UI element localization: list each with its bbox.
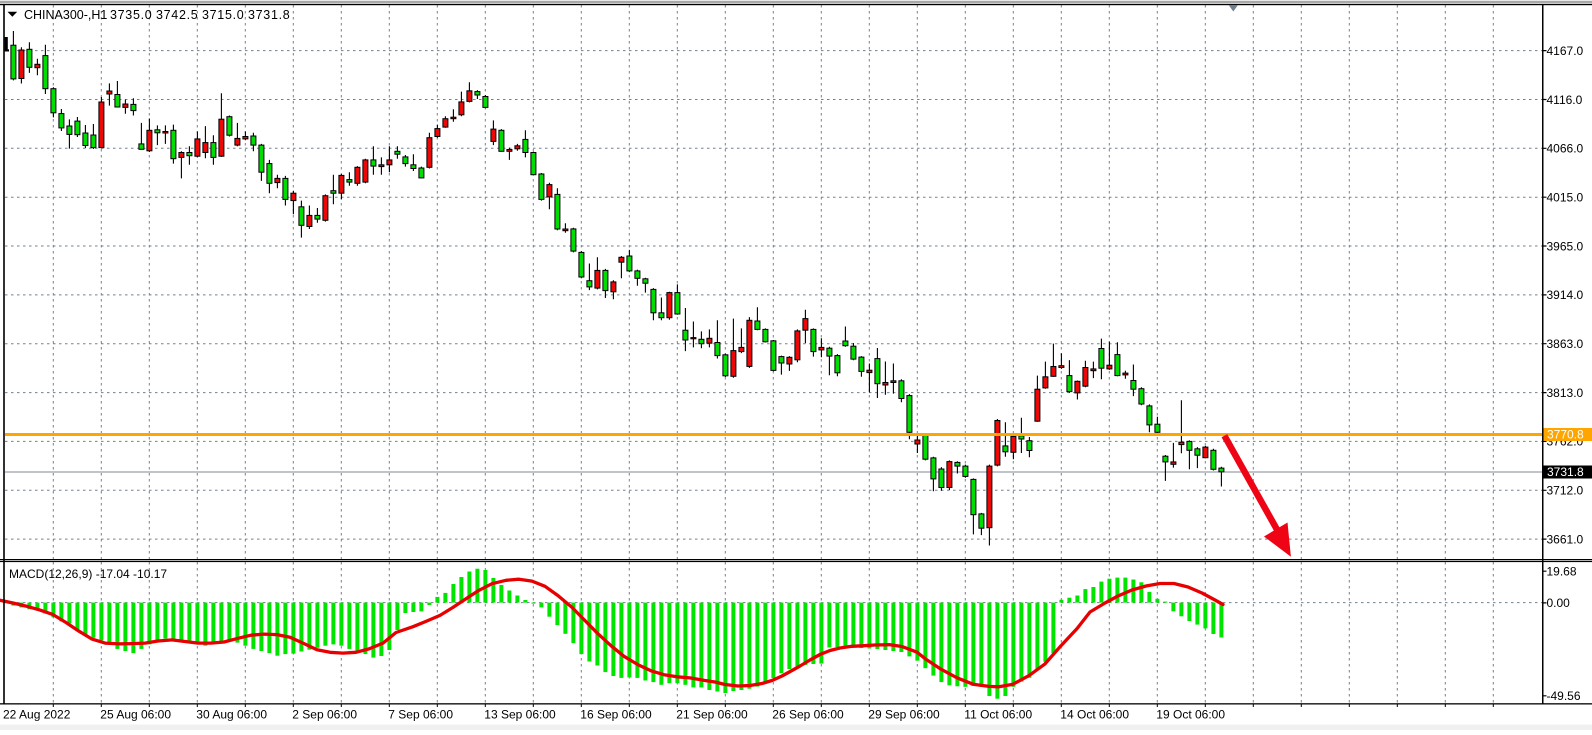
svg-text:-49.56: -49.56 bbox=[1547, 689, 1581, 703]
svg-text:3661.0: 3661.0 bbox=[1547, 532, 1584, 546]
svg-text:29 Sep 06:00: 29 Sep 06:00 bbox=[868, 707, 940, 721]
svg-text:19.68: 19.68 bbox=[1547, 565, 1577, 579]
svg-text:21 Sep 06:00: 21 Sep 06:00 bbox=[676, 707, 748, 721]
svg-text:13 Sep 06:00: 13 Sep 06:00 bbox=[484, 707, 556, 721]
svg-text:3731.8: 3731.8 bbox=[248, 8, 290, 22]
svg-text:3735.0: 3735.0 bbox=[110, 8, 152, 22]
svg-text:26 Sep 06:00: 26 Sep 06:00 bbox=[772, 707, 844, 721]
svg-text:CHINA300-,H1: CHINA300-,H1 bbox=[24, 8, 107, 22]
svg-text:4015.0: 4015.0 bbox=[1547, 191, 1584, 205]
svg-text:MACD(12,26,9) -17.04 -10.17: MACD(12,26,9) -17.04 -10.17 bbox=[9, 567, 167, 581]
svg-text:3770.8: 3770.8 bbox=[1547, 428, 1584, 442]
svg-text:3813.0: 3813.0 bbox=[1547, 386, 1584, 400]
svg-text:14 Oct 06:00: 14 Oct 06:00 bbox=[1060, 707, 1129, 721]
svg-text:3863.0: 3863.0 bbox=[1547, 337, 1584, 351]
svg-text:2 Sep 06:00: 2 Sep 06:00 bbox=[292, 707, 357, 721]
svg-text:16 Sep 06:00: 16 Sep 06:00 bbox=[580, 707, 652, 721]
svg-text:3965.0: 3965.0 bbox=[1547, 239, 1584, 253]
svg-text:25 Aug 06:00: 25 Aug 06:00 bbox=[100, 707, 171, 721]
svg-text:4116.0: 4116.0 bbox=[1547, 93, 1583, 107]
svg-text:3742.5: 3742.5 bbox=[156, 8, 198, 22]
svg-text:3715.0: 3715.0 bbox=[202, 8, 244, 22]
svg-text:3914.0: 3914.0 bbox=[1547, 288, 1584, 302]
svg-text:3731.8: 3731.8 bbox=[1547, 465, 1584, 479]
svg-text:30 Aug 06:00: 30 Aug 06:00 bbox=[196, 707, 267, 721]
svg-text:4167.0: 4167.0 bbox=[1547, 44, 1584, 58]
svg-text:3712.0: 3712.0 bbox=[1547, 484, 1584, 498]
svg-text:7 Sep 06:00: 7 Sep 06:00 bbox=[388, 707, 453, 721]
svg-text:0.00: 0.00 bbox=[1547, 596, 1571, 610]
svg-text:11 Oct 06:00: 11 Oct 06:00 bbox=[964, 707, 1032, 721]
svg-text:22 Aug 2022: 22 Aug 2022 bbox=[3, 707, 71, 721]
svg-text:19 Oct 06:00: 19 Oct 06:00 bbox=[1156, 707, 1225, 721]
svg-text:4066.0: 4066.0 bbox=[1547, 142, 1584, 156]
